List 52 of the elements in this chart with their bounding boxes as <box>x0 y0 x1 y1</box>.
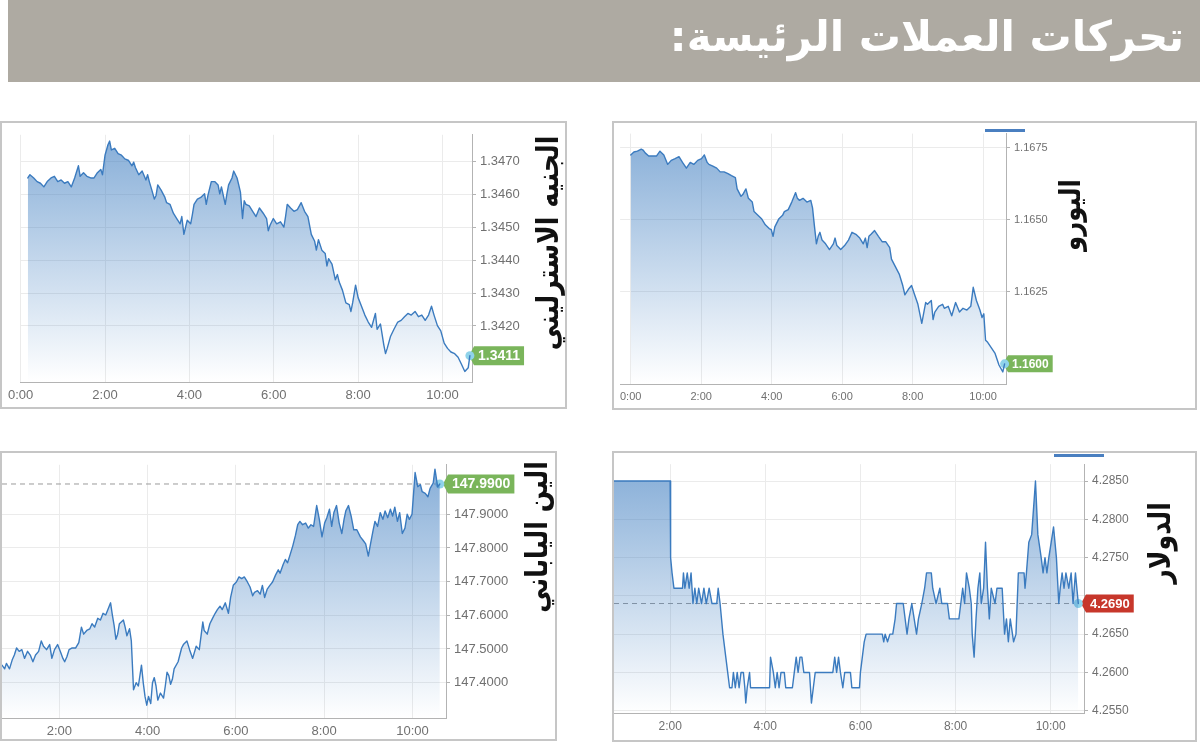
y-tick-label: 4.2850 <box>1092 473 1130 488</box>
x-tick-label: 2:00 <box>658 718 683 733</box>
x-tick-label: 2:00 <box>46 723 73 739</box>
y-tick-label: 4.2550 <box>1092 703 1130 718</box>
y-tick-label: 147.9000 <box>454 505 509 521</box>
x-tick-label: 8:00 <box>901 389 924 402</box>
x-tick-label: 6:00 <box>848 718 873 733</box>
y-tick-label: 4.2650 <box>1092 626 1130 641</box>
y-tick-label: 4.2750 <box>1092 549 1130 564</box>
text: اليورو <box>1052 179 1087 251</box>
y-tick-label: 147.7000 <box>454 573 509 589</box>
x-tick-label: 0:00 <box>7 387 34 403</box>
annotation: 1.1600 <box>1012 356 1050 371</box>
y-tick-label: 147.6000 <box>454 606 509 622</box>
text: الين الياباني <box>519 461 554 613</box>
annotation: 4.2690 <box>1090 595 1130 611</box>
y-tick-label: 4.2800 <box>1092 511 1130 526</box>
x-tick-label: 4:00 <box>760 389 783 402</box>
annotation: 1.3411 <box>478 346 521 363</box>
y-tick-label: 4.2600 <box>1092 664 1130 679</box>
x-tick-label: 4:00 <box>753 718 778 733</box>
x-tick-label: 8:00 <box>943 718 968 733</box>
x-tick-label: 10:00 <box>426 387 459 403</box>
y-tick-label: 147.5000 <box>454 640 509 656</box>
y-tick-label: 1.3430 <box>480 284 520 300</box>
x-tick-label: 2:00 <box>690 389 712 402</box>
x-tick-label: 10:00 <box>969 389 997 402</box>
y-tick-label: 1.3440 <box>480 251 520 267</box>
y-tick-label: 147.4000 <box>454 674 509 690</box>
x-tick-label: 8:00 <box>311 723 337 739</box>
annotation: 147.9900 <box>452 475 511 492</box>
x-tick-label: 8:00 <box>345 387 371 403</box>
x-tick-label: 4:00 <box>176 387 203 403</box>
x-tick-label: 6:00 <box>831 389 853 402</box>
x-tick-label: 6:00 <box>261 387 287 403</box>
y-tick-label: 1.3450 <box>480 218 520 234</box>
y-tick-label: 1.1675 <box>1014 141 1048 154</box>
x-tick-label: 2:00 <box>92 387 118 403</box>
y-tick-label: 1.3470 <box>480 152 520 168</box>
y-tick-label: 1.1650 <box>1014 212 1048 225</box>
text: تحركات العملات الرئيسة: <box>669 12 1184 63</box>
x-tick-label: 0:00 <box>619 389 642 402</box>
text: الدولار <box>1142 502 1177 584</box>
x-tick-label: 10:00 <box>1035 718 1067 733</box>
x-tick-label: 6:00 <box>223 723 249 739</box>
x-tick-label: 4:00 <box>134 723 161 739</box>
text: الجنيه الاسترليني <box>530 135 565 351</box>
x-tick-label: 10:00 <box>396 723 429 739</box>
y-tick-label: 147.8000 <box>454 539 509 555</box>
y-tick-label: 1.3420 <box>480 317 520 333</box>
y-tick-label: 1.3460 <box>480 185 520 201</box>
y-tick-label: 1.1625 <box>1014 284 1048 297</box>
